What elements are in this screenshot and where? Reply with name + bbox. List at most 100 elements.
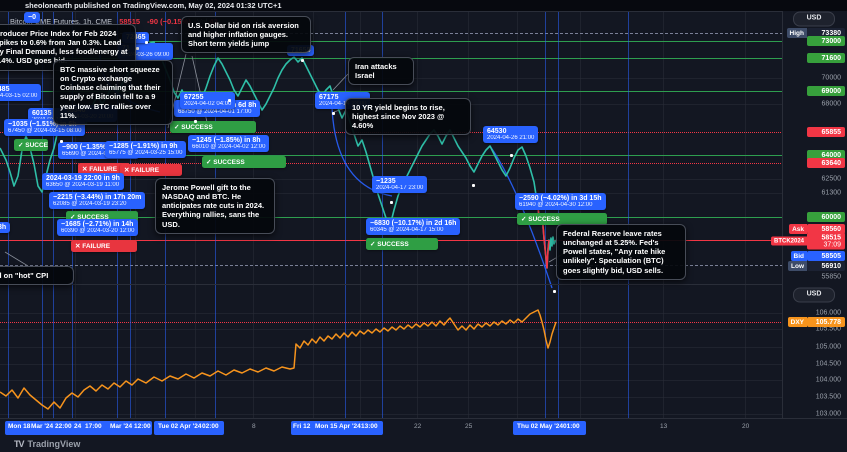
grid-line-h [0, 397, 783, 398]
time-label: 22:00 [55, 423, 72, 430]
time-label: 24 [74, 423, 82, 430]
note-usd-bid[interactable]: U.S. Dollar bid on risk aversion and hig… [181, 16, 311, 54]
price-chip: 60000 [807, 212, 845, 222]
grid-line-v [468, 11, 469, 418]
anchor-dot [332, 112, 335, 115]
footer-bar: TV TradingView [0, 437, 847, 452]
trade-label[interactable]: 67255 2024-04-02 04:00 [180, 92, 236, 109]
trade-label[interactable]: −1285 (−1.91%) in 9h 65775 @ 2024-03-25 1… [105, 141, 187, 158]
price-level-line[interactable] [0, 91, 783, 92]
price-chip: 71600 [807, 53, 845, 63]
symbol-title[interactable]: Bitcoin CME Futures, 1h, CME [10, 17, 113, 26]
price-scale[interactable]: USD High 73380 73000 71600 70000 69000 68000 658… [770, 11, 847, 418]
trade-label[interactable]: −1245 (−1.85%) in 8h 66010 @ 2024-04-02 1… [188, 135, 270, 152]
trade-label[interactable]: 64530 2024-04-26 21:00 [483, 126, 539, 143]
price-level-line[interactable] [0, 163, 783, 164]
price-tick: 103.000 [815, 410, 841, 418]
price-chip: 65855 [807, 127, 845, 137]
note-10yr[interactable]: 10 YR yield begins to rise, highest sinc… [345, 98, 471, 136]
note-iran[interactable]: Iran attacks Israel [348, 57, 414, 86]
grid-line-h [0, 347, 783, 348]
time-label: Tue 02 Apr '24 [158, 423, 202, 430]
trade-label[interactable]: −0 [24, 12, 40, 23]
scale-separator [782, 11, 783, 437]
note-cpi[interactable]: Dollar bid on "hot" CPI [0, 266, 74, 286]
price-chip: 73000 [807, 36, 845, 46]
time-label: 17:00 [85, 423, 102, 430]
price-level-line[interactable] [0, 265, 783, 266]
time-label: 01:00 [563, 423, 580, 430]
note-btc-squeeze[interactable]: BTC massive short squeeze on Crypto exch… [53, 60, 173, 125]
vertical-time-marker[interactable] [8, 11, 9, 418]
time-label: 20 [742, 423, 750, 430]
price-tick: 105.000 [815, 343, 841, 351]
price-tick: 104.500 [815, 360, 841, 368]
note-leader-line [332, 73, 349, 91]
success-chip[interactable]: ✓ SUCCESS [202, 156, 286, 168]
anchor-dot [472, 184, 475, 187]
trade-label[interactable]: −1235 2024-04-17 23:00 [372, 176, 428, 193]
price-tick: 104.000 [815, 376, 841, 384]
success-chip[interactable]: ✓ SUCCESS [14, 139, 48, 151]
note-powell-gift[interactable]: Jerome Powell gift to the NASDAQ and BTC… [155, 178, 275, 234]
trade-label[interactable]: −2590 (−4.02%) in 3d 15h 61940 @ 2024-04-… [515, 193, 606, 210]
dxy-price-chip: DXY 105.778 [787, 317, 845, 327]
failure-chip[interactable]: ✕ FAILURE [71, 240, 137, 252]
price-tick: 68000 [821, 100, 841, 108]
trade-label[interactable]: −6830 (−10.17%) in 2d 16h 60345 @ 2024-04… [366, 218, 461, 235]
grid-line-v [663, 11, 664, 418]
trade-label[interactable]: 2024-03-19 22:00 in 9h 63650 @ 2024-03-19… [42, 173, 124, 190]
trade-label[interactable]: 3h [0, 222, 11, 233]
grid-line-v [417, 11, 418, 418]
vertical-time-marker[interactable] [53, 11, 54, 418]
grid-line-v [745, 11, 746, 418]
price-tick: 105.500 [815, 325, 841, 333]
price-level-line[interactable] [0, 41, 783, 42]
anchor-dot [228, 99, 231, 102]
time-label: Mar '24 [31, 423, 54, 430]
time-label: 13:00 [361, 423, 378, 430]
success-chip[interactable]: ✓ SUCCESS [170, 121, 256, 133]
time-label: Fri 12 [293, 423, 311, 430]
price-tick: 103.500 [815, 393, 841, 401]
anchor-dot [301, 59, 304, 62]
price-level-line[interactable] [0, 33, 783, 34]
vertical-time-marker[interactable] [345, 11, 346, 418]
trade-label[interactable]: 684852024-03-15 02:00 [0, 84, 42, 101]
price-chip: 63640 [807, 158, 845, 168]
tradingview-logo[interactable]: TV TradingView [14, 439, 80, 449]
failure-chip[interactable]: ✕ FAILURE [120, 164, 182, 176]
vertical-time-marker[interactable] [42, 11, 43, 418]
price-level-line[interactable] [0, 155, 783, 156]
price-chip: 69000 [807, 86, 845, 96]
trade-label[interactable]: −2215 (−3.44%) in 17h 20m 62085 @ 2024-03… [49, 192, 146, 209]
note-fed[interactable]: Federal Reserve leave rates unchanged at… [556, 224, 686, 280]
anchor-dot [136, 47, 139, 50]
time-axis[interactable]: Mon 18 Mar '24 22:00 24 17:00 Mar '24 12:00 Tue… [0, 418, 847, 438]
time-label: 25 [465, 423, 473, 430]
price-tick: 106.000 [815, 309, 841, 317]
time-range-highlight [5, 421, 152, 435]
pane-divider[interactable] [0, 284, 847, 285]
time-label: Mar '24 [110, 423, 133, 430]
anchor-dot [60, 140, 63, 143]
price-level-line[interactable] [0, 322, 783, 323]
success-chip[interactable]: ✓ SUCCESS [517, 213, 607, 225]
anchor-dot [510, 154, 513, 157]
currency-button[interactable]: USD [793, 11, 835, 27]
success-chip[interactable]: ✓ SUCCESS [366, 238, 438, 250]
vertical-time-marker[interactable] [628, 11, 629, 418]
grid-line-h [0, 414, 783, 415]
time-label: Mon 18 [8, 423, 31, 430]
grid-line-v [313, 11, 314, 418]
failure-chip[interactable]: ✕ FAILURE [78, 163, 130, 175]
anchor-dot [553, 290, 556, 293]
publish-line: sheolonearth published on TradingView.co… [25, 1, 282, 10]
trade-label[interactable]: −1685 (−2.71%) in 14h 60390 @ 2024-03-20 … [57, 219, 139, 236]
time-label: Thu 02 May '24 [517, 423, 563, 430]
tradingview-logo-icon: TV [14, 439, 24, 449]
grid-line-h [0, 364, 783, 365]
publish-bar: sheolonearth published on TradingView.co… [0, 0, 847, 11]
currency-button[interactable]: USD [793, 287, 835, 303]
vertical-time-marker[interactable] [382, 11, 383, 418]
